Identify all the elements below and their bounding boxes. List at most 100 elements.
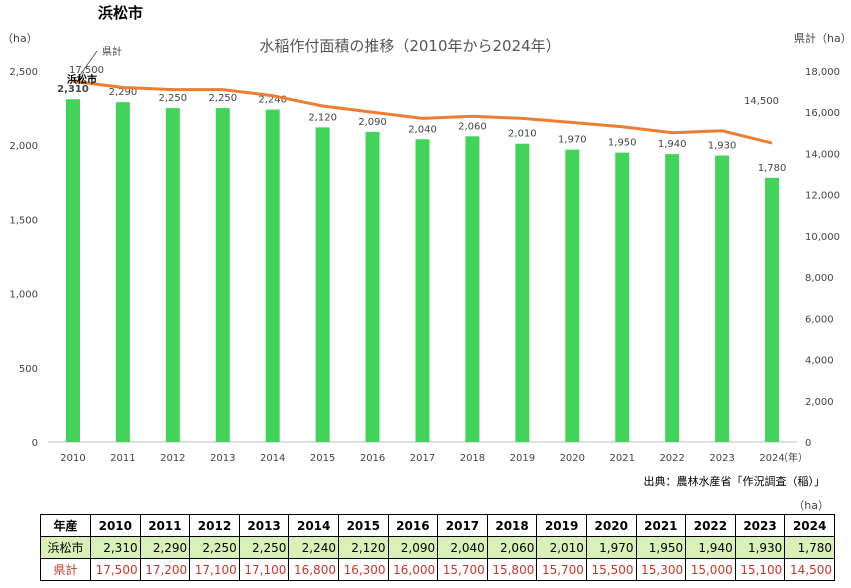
table-cell: 15,800 bbox=[486, 558, 538, 581]
table-cell: 15,700 bbox=[536, 558, 587, 581]
y-right-tick-label: 4,000 bbox=[805, 356, 834, 367]
x-tick-label: 2024 bbox=[759, 453, 784, 464]
bar-value-label: 1,950 bbox=[608, 138, 637, 149]
table-row: 浜松市 2,310 2,290 2,250 2,250 2,240 2,120 2,090 2,… bbox=[40, 536, 835, 559]
table-year-header: 2016 bbox=[387, 514, 439, 537]
x-tick-label: 2016 bbox=[360, 453, 385, 464]
x-tick-label: 2017 bbox=[410, 453, 435, 464]
table-cell: 17,100 bbox=[189, 558, 240, 581]
bar-value-label: 2,010 bbox=[508, 129, 537, 140]
table-cell: 1,950 bbox=[635, 536, 687, 559]
table-cell: 15,000 bbox=[685, 558, 736, 581]
pref-last-value-label: 14,500 bbox=[744, 96, 779, 107]
y-right-tick-label: 12,000 bbox=[805, 191, 840, 202]
table-cell: 2,090 bbox=[387, 536, 439, 559]
table-cell: 15,300 bbox=[635, 558, 687, 581]
bar-2011 bbox=[115, 102, 130, 442]
y-right-tick-label: 6,000 bbox=[805, 314, 834, 325]
x-tick-label: 2014 bbox=[260, 453, 285, 464]
y-right-tick-label: 2,000 bbox=[805, 397, 834, 408]
table-cell: 17,200 bbox=[139, 558, 191, 581]
table-cell: 2,290 bbox=[139, 536, 191, 559]
table-year-header: 2011 bbox=[139, 514, 191, 537]
table-cell: 16,300 bbox=[337, 558, 389, 581]
table-cell: 2,010 bbox=[536, 536, 587, 559]
x-tick-label: 2018 bbox=[460, 453, 485, 464]
table-cell: 14,500 bbox=[784, 558, 835, 581]
bar-2021 bbox=[615, 152, 630, 442]
y-right-tick-label: 16,000 bbox=[805, 108, 840, 119]
table-row-label: 浜松市 bbox=[40, 536, 91, 559]
x-tick-label: 2019 bbox=[510, 453, 535, 464]
table-year-header: 2014 bbox=[288, 514, 339, 537]
page-title: 浜松市 bbox=[98, 4, 144, 22]
y-axis-left-label: （ha） bbox=[2, 32, 38, 45]
bar-value-label: 1,780 bbox=[758, 163, 787, 174]
table-header-label: 年産 bbox=[40, 514, 91, 537]
table-year-header: 2010 bbox=[90, 514, 141, 537]
x-tick-label: 2023 bbox=[709, 453, 734, 464]
y-left-tick-label: 2,000 bbox=[9, 141, 38, 152]
table-year-header: 2024 bbox=[784, 514, 835, 537]
table-cell: 17,100 bbox=[238, 558, 290, 581]
y-right-tick-label: 0 bbox=[805, 438, 811, 449]
table-year-header: 2023 bbox=[734, 514, 786, 537]
bar-value-label: 2,040 bbox=[408, 124, 437, 135]
pref-first-value-label: 17,500 bbox=[69, 65, 104, 76]
table-year-header: 2020 bbox=[585, 514, 637, 537]
legend-pref-leader bbox=[77, 50, 98, 79]
table-cell: 2,250 bbox=[189, 536, 240, 559]
bar-2015 bbox=[315, 127, 330, 442]
y-left-tick-label: 500 bbox=[19, 364, 38, 375]
bar-2017 bbox=[415, 139, 430, 442]
y-left-tick-label: 2,500 bbox=[9, 67, 38, 78]
bar-2016 bbox=[365, 131, 380, 442]
bar-2013 bbox=[215, 108, 230, 442]
bar-2023 bbox=[715, 155, 730, 442]
x-tick-label: 2021 bbox=[610, 453, 635, 464]
bar-2014 bbox=[265, 109, 280, 443]
x-tick-label: 2020 bbox=[560, 453, 585, 464]
bar-2022 bbox=[665, 154, 680, 442]
table-cell: 2,310 bbox=[90, 536, 141, 559]
bar-value-label: 1,940 bbox=[658, 139, 687, 150]
legend-city-label: 浜松市 bbox=[67, 73, 97, 86]
table-cell: 16,000 bbox=[387, 558, 439, 581]
bar-value-label: 2,250 bbox=[208, 93, 237, 104]
bar-value-label: 2,250 bbox=[159, 93, 188, 104]
y-right-tick-label: 8,000 bbox=[805, 273, 834, 284]
table-year-header: 2015 bbox=[337, 514, 389, 537]
table-cell: 2,240 bbox=[288, 536, 339, 559]
bar-value-label: 1,930 bbox=[708, 141, 737, 152]
y-right-tick-label: 18,000 bbox=[805, 67, 840, 78]
table-cell: 15,500 bbox=[585, 558, 637, 581]
table-row-label: 県計 bbox=[40, 558, 91, 581]
bar-value-label: 2,090 bbox=[358, 117, 387, 128]
table-cell: 1,970 bbox=[585, 536, 637, 559]
table-year-header: 2021 bbox=[635, 514, 687, 537]
bar-2019 bbox=[515, 143, 530, 442]
x-tick-label: 2010 bbox=[60, 453, 85, 464]
table-year-header: 2019 bbox=[536, 514, 587, 537]
table-year-header: 2017 bbox=[437, 514, 488, 537]
bar-2024 bbox=[765, 177, 780, 442]
table-cell: 17,500 bbox=[90, 558, 141, 581]
table-cell: 2,120 bbox=[337, 536, 389, 559]
bar-value-label: 2,290 bbox=[109, 87, 138, 98]
table-cell: 2,250 bbox=[238, 536, 290, 559]
table-cell: 15,100 bbox=[734, 558, 786, 581]
table-year-header: 2012 bbox=[189, 514, 240, 537]
table-cell: 1,780 bbox=[784, 536, 835, 559]
bar-value-label: 2,120 bbox=[308, 112, 337, 123]
bar-value-label: 2,060 bbox=[458, 121, 487, 132]
table-cell: 1,930 bbox=[734, 536, 786, 559]
bar-2012 bbox=[165, 108, 180, 442]
x-tick-label: 2022 bbox=[659, 453, 684, 464]
table-year-header: 2022 bbox=[685, 514, 736, 537]
chart: 水稲作付面積の推移（2010年から2024年） （ha） 県計（ha） （年） … bbox=[2, 31, 851, 488]
y-left-tick-label: 1,500 bbox=[9, 215, 38, 226]
chart-title: 水稲作付面積の推移（2010年から2024年） bbox=[259, 37, 560, 55]
x-tick-label: 2013 bbox=[210, 453, 235, 464]
y-right-tick-label: 14,000 bbox=[805, 149, 840, 160]
legend-pref-label: 県計 bbox=[102, 45, 122, 58]
